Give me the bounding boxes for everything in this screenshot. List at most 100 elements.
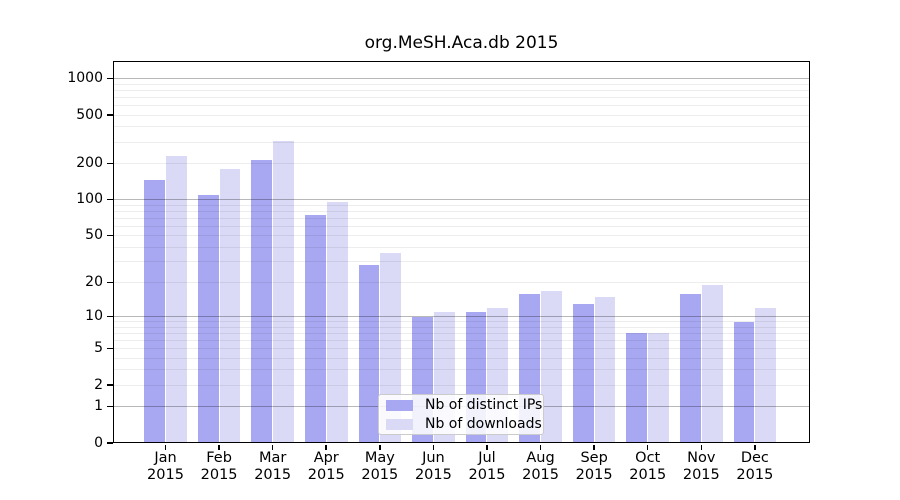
y-tick-mark <box>106 162 113 165</box>
x-tick-label: Aug 2015 <box>513 450 569 484</box>
gridline-minor <box>113 89 810 91</box>
legend: Nb of distinct IPs Nb of downloads <box>378 394 544 435</box>
x-tick-label: Mar 2015 <box>245 450 301 484</box>
x-tick-mark <box>646 444 649 450</box>
x-tick-month: Feb <box>206 450 232 466</box>
x-tick-label: Jul 2015 <box>459 450 515 484</box>
y-tick-label: 0 <box>94 434 103 451</box>
gridline-minor <box>113 83 810 85</box>
x-tick-mark <box>700 444 703 450</box>
gridline-minor <box>113 281 810 283</box>
gridline-minor <box>113 348 810 350</box>
x-tick-label: Sep 2015 <box>566 450 622 484</box>
gridline-minor <box>113 369 810 371</box>
x-tick-year: 2015 <box>361 467 399 483</box>
legend-item-downloads: Nb of downloads <box>386 416 542 432</box>
y-tick-mark <box>106 347 113 350</box>
x-tick-year: 2015 <box>468 467 506 483</box>
x-tick-mark <box>593 444 595 450</box>
x-tick-mark <box>218 444 220 450</box>
y-tick-mark <box>106 405 113 408</box>
y-tick-mark <box>106 198 113 201</box>
bar-nb-of-downloads <box>594 296 616 443</box>
bar-nb-of-distinct-ips <box>144 180 165 443</box>
x-tick-year: 2015 <box>629 467 667 483</box>
gridline-minor <box>113 105 810 107</box>
y-tick-label: 2 <box>94 376 103 393</box>
x-tick-label: Oct 2015 <box>620 450 676 484</box>
gridline-major <box>113 316 810 318</box>
y-tick-label: 50 <box>85 227 103 244</box>
x-tick-label: Jun 2015 <box>405 450 461 484</box>
gridline-minor <box>113 97 810 99</box>
legend-label-distinct-ips: Nb of distinct IPs <box>425 397 543 413</box>
x-tick-label: Nov 2015 <box>673 450 729 484</box>
bar-nb-of-downloads <box>219 168 241 443</box>
y-tick-mark <box>106 315 113 318</box>
y-tick-label: 10 <box>85 308 103 325</box>
legend-swatch-distinct-ips-icon <box>386 399 413 411</box>
y-tick-mark <box>106 234 113 237</box>
x-tick-month: Nov <box>687 450 716 466</box>
x-tick-month: Sep <box>580 450 608 466</box>
x-tick-mark <box>754 444 756 450</box>
x-tick-mark <box>164 444 167 450</box>
x-tick-label: Dec 2015 <box>727 450 783 484</box>
gridline-minor <box>113 235 810 237</box>
gridline-major <box>113 78 810 80</box>
x-tick-label: Apr 2015 <box>298 450 354 484</box>
x-tick-year: 2015 <box>200 467 238 483</box>
bar-nb-of-downloads <box>166 156 187 443</box>
y-tick-mark <box>106 281 113 284</box>
y-tick-label: 20 <box>85 273 103 290</box>
x-tick-year: 2015 <box>414 467 452 483</box>
x-tick-year: 2015 <box>307 467 345 483</box>
gridline-minor <box>113 384 810 386</box>
x-tick-month: May <box>364 450 395 466</box>
bar-nb-of-downloads <box>541 290 562 443</box>
bar-nb-of-downloads <box>755 307 777 443</box>
x-tick-month: Aug <box>526 450 555 466</box>
x-tick-mark <box>432 444 435 450</box>
bar-nb-of-distinct-ips <box>251 160 273 443</box>
x-tick-year: 2015 <box>522 467 559 483</box>
y-tick-mark <box>106 442 113 444</box>
legend-label-downloads: Nb of downloads <box>425 416 542 432</box>
x-tick-label: Jan 2015 <box>138 450 194 484</box>
gridline-minor <box>113 332 810 334</box>
x-tick-mark <box>271 444 274 450</box>
x-tick-month: Dec <box>740 450 769 466</box>
gridline-minor <box>113 204 810 206</box>
x-tick-month: Jun <box>422 450 445 466</box>
bar-nb-of-distinct-ips <box>733 321 755 443</box>
y-tick-label: 5 <box>94 340 103 357</box>
gridline-minor <box>113 225 810 227</box>
bar-nb-of-distinct-ips <box>626 333 648 443</box>
x-tick-mark <box>486 444 488 450</box>
gridline-major <box>113 199 810 201</box>
x-tick-year: 2015 <box>682 467 720 483</box>
y-tick-mark <box>106 114 113 116</box>
y-tick-mark <box>106 384 113 386</box>
gridline-minor <box>113 126 810 128</box>
chart-title: org.MeSH.Aca.db 2015 <box>364 33 559 53</box>
gridline-minor <box>113 321 810 323</box>
legend-item-distinct-ips: Nb of distinct IPs <box>386 397 542 413</box>
x-tick-year: 2015 <box>254 467 292 483</box>
x-tick-month: Mar <box>258 450 287 466</box>
x-tick-month: Jul <box>478 450 496 466</box>
gridline-minor <box>113 141 810 143</box>
x-tick-month: Apr <box>313 450 339 466</box>
bar-nb-of-distinct-ips <box>572 303 594 443</box>
x-tick-year: 2015 <box>736 467 774 483</box>
gridline-minor <box>113 162 810 164</box>
gridline-minor <box>113 246 810 248</box>
x-tick-month: Jan <box>154 450 177 466</box>
gridline-minor <box>113 326 810 328</box>
gridline-minor <box>113 210 810 212</box>
x-tick-label: Feb 2015 <box>191 450 247 484</box>
gridline-minor <box>113 114 810 116</box>
y-tick-label: 500 <box>76 106 103 123</box>
x-tick-month: Oct <box>635 450 661 466</box>
grid-layer <box>113 61 810 443</box>
